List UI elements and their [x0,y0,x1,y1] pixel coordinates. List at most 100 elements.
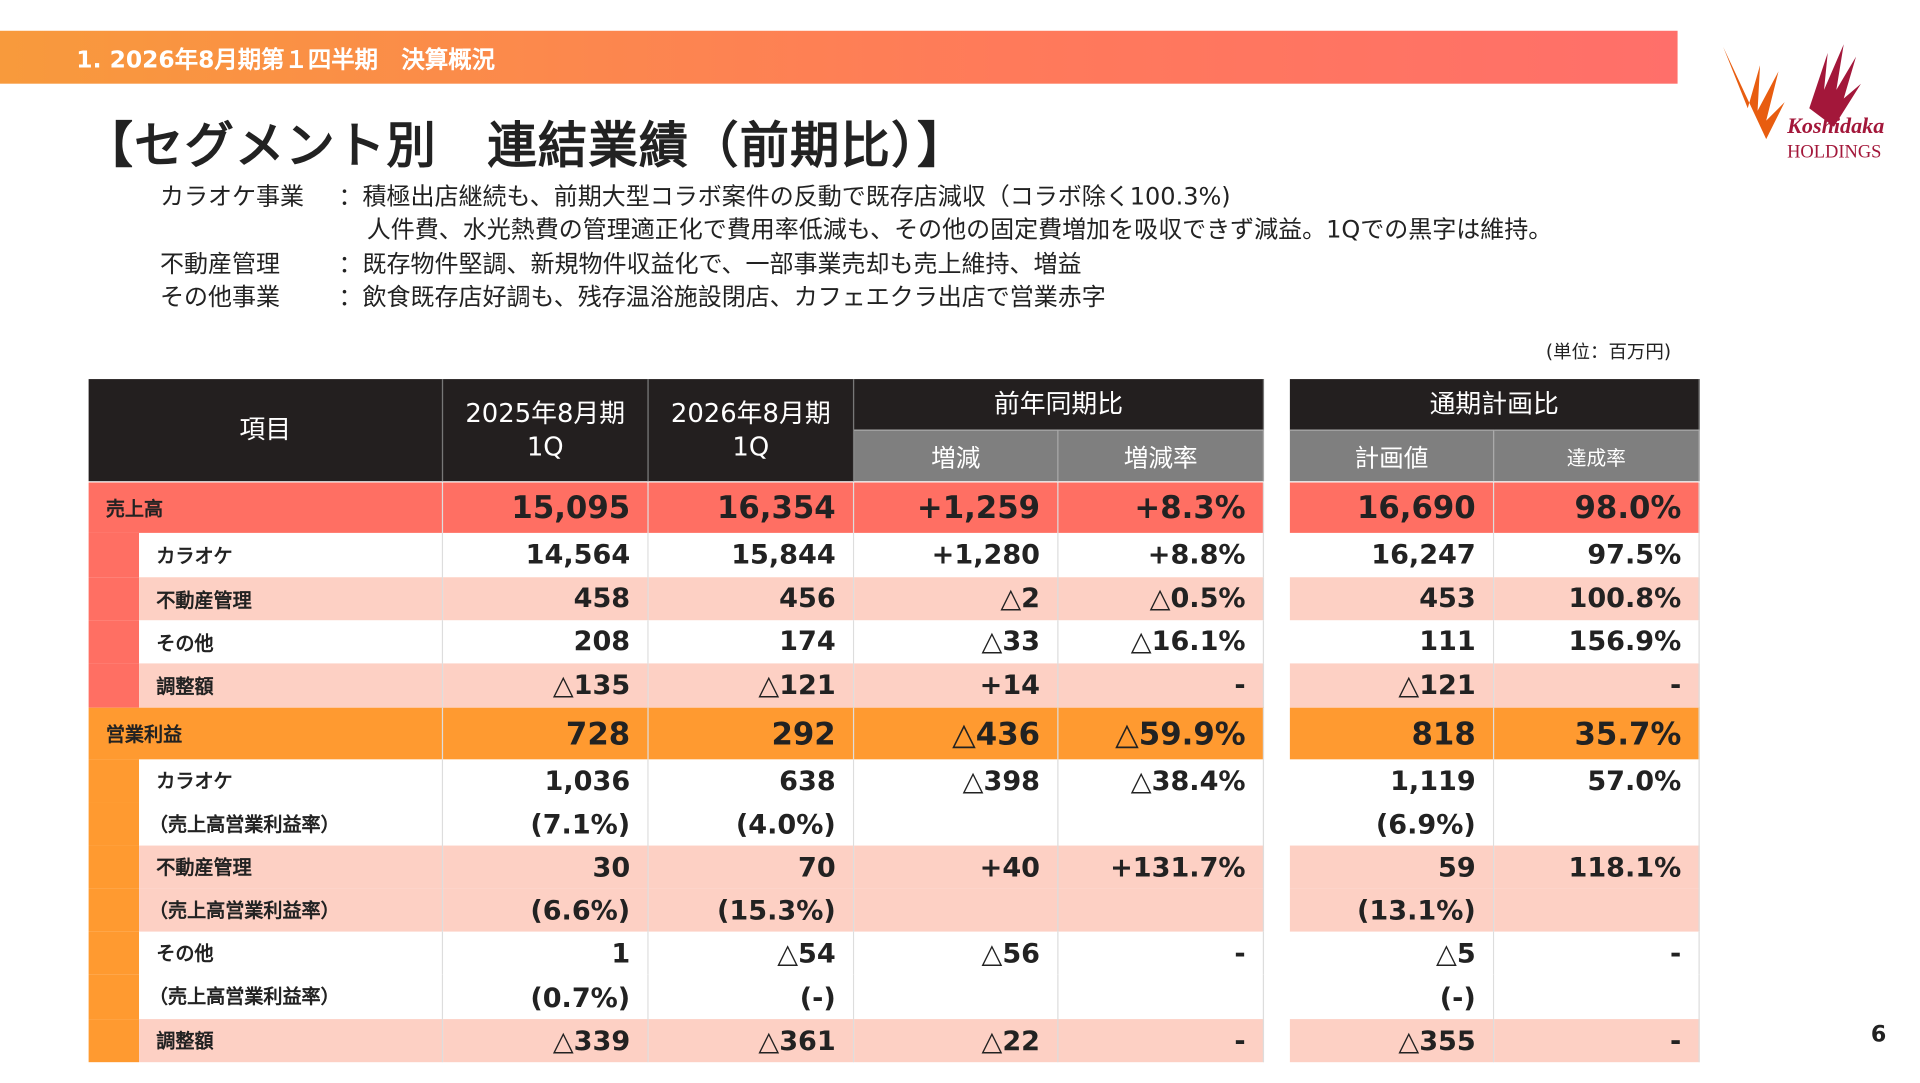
header-yoy-rate: 増減率 [1058,429,1265,482]
row-label: （売上高営業利益率） [139,888,444,932]
row-label: （売上高営業利益率） [139,802,444,846]
row-label: その他 [139,931,444,975]
value-cell: 57.0% [1494,759,1700,803]
value-cell: (0.7%) [443,974,649,1020]
value-cell: (15.3%) [648,888,855,932]
value-cell: 14,564 [443,532,649,578]
value-cell: △59.9% [1058,707,1265,760]
value-cell: 98.0% [1494,482,1700,533]
row-label: （売上高営業利益率） [139,974,444,1020]
value-cell: 1,119 [1289,759,1495,803]
svg-text:Koshidaka: Koshidaka [1786,113,1884,138]
desc-other-label: その他事業 [160,283,281,312]
header-curr-1q: 2026年8月期 1Q [648,379,855,482]
value-cell: 292 [648,707,855,760]
page-number: 6 [1870,1021,1887,1048]
section-stripe [88,802,140,846]
row-label: カラオケ [139,532,444,578]
value-cell: (6.6%) [443,888,649,932]
value-cell: +8.8% [1058,532,1265,578]
desc-karaoke-text: ：積極出店継続も、前期大型コラボ案件の反動で既存店減収（コラボ除く100.3%) [338,182,1231,211]
page-title: 【セグメント別 連結業績（前期比）】 [83,118,968,175]
value-cell: - [1494,1019,1700,1063]
section-stripe [88,845,140,889]
section-stripe [88,577,140,621]
value-cell: △54 [648,931,855,975]
value-cell: 456 [648,577,855,621]
row-label: 不動産管理 [139,577,444,621]
value-cell: +1,280 [854,532,1059,578]
value-cell: - [1494,663,1700,708]
value-cell: 638 [648,759,855,803]
value-cell [854,974,1059,1020]
value-cell: 118.1% [1494,845,1700,889]
value-cell: +8.3% [1058,482,1265,533]
value-cell: 174 [648,620,855,664]
value-cell: △436 [854,707,1059,760]
value-cell: △16.1% [1058,620,1265,664]
value-cell: (4.0%) [648,802,855,846]
value-cell: - [1058,663,1265,708]
section-stripe [88,888,140,932]
value-cell: - [1058,931,1265,975]
row-label: その他 [139,620,444,664]
desc-karaoke-label: カラオケ事業 [160,182,305,211]
header-prev-1q: 2025年8月期 1Q [443,379,649,482]
row-label: 調整額 [139,1019,444,1063]
value-cell: (13.1%) [1289,888,1495,932]
value-cell: (6.9%) [1289,802,1495,846]
value-cell [1494,802,1700,846]
value-cell: 59 [1289,845,1495,889]
value-cell: △22 [854,1019,1059,1063]
koshidaka-logo: Koshidaka HOLDINGS [1723,44,1884,162]
value-cell: 35.7% [1494,707,1700,760]
header-plan: 通期計画比 [1289,379,1700,430]
value-cell [854,888,1059,932]
value-cell: 156.9% [1494,620,1700,664]
value-cell: 16,690 [1289,482,1495,533]
value-cell [1058,888,1265,932]
svg-text:HOLDINGS: HOLDINGS [1787,142,1881,162]
section-stripe [88,620,140,664]
value-cell: (-) [648,974,855,1020]
value-cell: 16,247 [1289,532,1495,578]
value-cell: △38.4% [1058,759,1265,803]
value-cell [1494,888,1700,932]
desc-realestate-text: ：既存物件堅調、新規物件収益化で、一部事業売却も売上維持、増益 [338,249,1082,279]
row-label: 営業利益 [88,707,444,760]
value-cell [854,802,1059,846]
value-cell: 97.5% [1494,532,1700,578]
value-cell: 15,095 [443,482,649,533]
value-cell: 111 [1289,620,1495,664]
section-stripe [88,532,140,578]
value-cell: △56 [854,931,1059,975]
value-cell: △33 [854,620,1059,664]
row-label: 不動産管理 [139,845,444,889]
value-cell: 1,036 [443,759,649,803]
value-cell: 1 [443,931,649,975]
unit-label: (単位：百万円) [1545,340,1672,364]
desc-other-text: ：飲食既存店好調も、残存温浴施設閉店、カフェエクラ出店で営業赤字 [338,283,1106,312]
value-cell: +131.7% [1058,845,1265,889]
value-cell: +40 [854,845,1059,889]
section-stripe [88,974,140,1020]
value-cell: △339 [443,1019,649,1063]
value-cell: (7.1%) [443,802,649,846]
value-cell [1058,802,1265,846]
value-cell: 458 [443,577,649,621]
header-yoy: 前年同期比 [854,379,1265,430]
section-header-bar: 1. 2026年8月期第１四半期 決算概況 [0,30,1678,84]
value-cell: 100.8% [1494,577,1700,621]
value-cell: △0.5% [1058,577,1265,621]
desc-realestate-label: 不動産管理 [160,249,281,279]
header-plan-rate: 達成率 [1494,429,1700,482]
value-cell [1494,974,1700,1020]
row-label: 調整額 [139,663,444,708]
value-cell: - [1058,1019,1265,1063]
header-plan-value: 計画値 [1289,429,1495,482]
value-cell: (-) [1289,974,1495,1020]
value-cell: 30 [443,845,649,889]
value-cell: △2 [854,577,1059,621]
value-cell: △355 [1289,1019,1495,1063]
value-cell: 208 [443,620,649,664]
